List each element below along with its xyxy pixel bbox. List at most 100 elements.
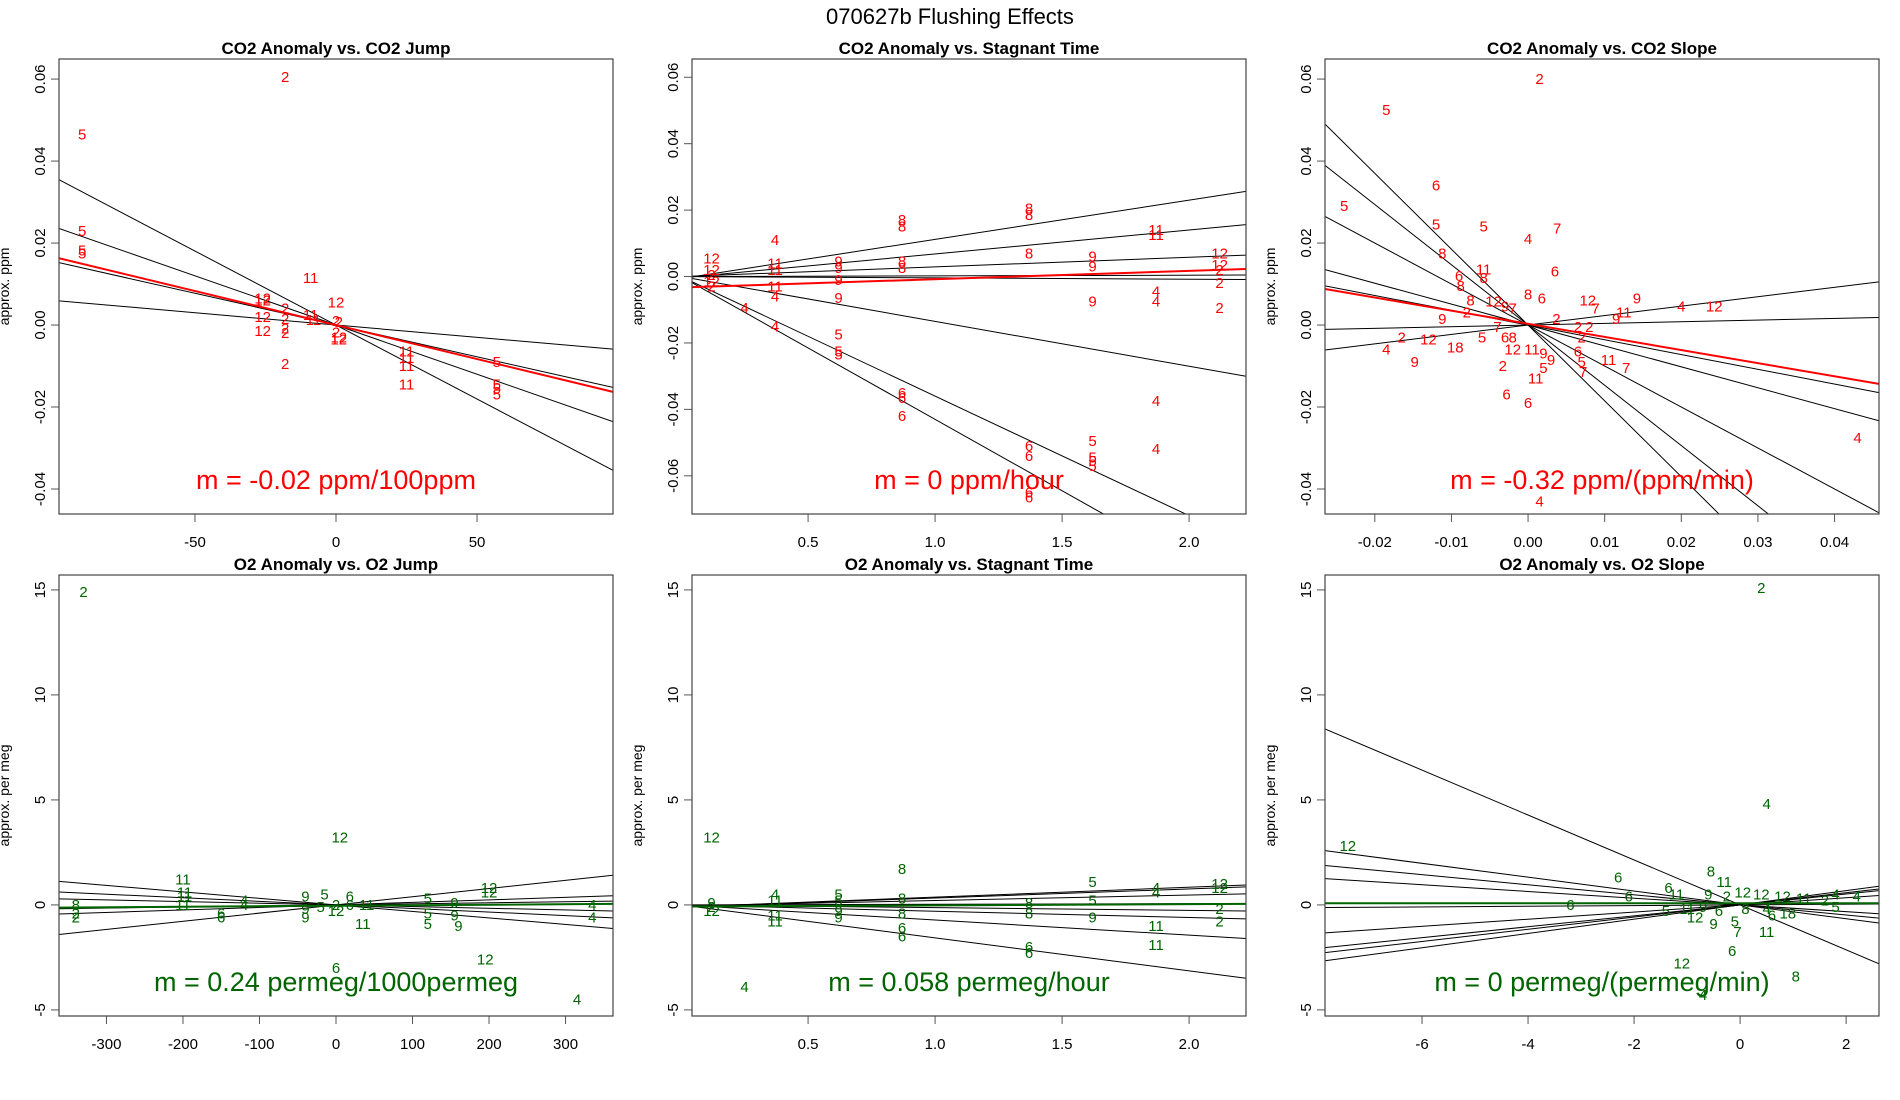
panel-title: O2 Anomaly vs. Stagnant Time xyxy=(845,555,1093,574)
data-point: 6 xyxy=(1551,264,1559,281)
y-tick-label: 0.04 xyxy=(665,129,682,158)
panel-o2-jump: O2 Anomaly vs. O2 Jump approx. per meg -5 0… xyxy=(0,555,614,1053)
plot-area: 2555511121212212211112221222121221111111… xyxy=(59,69,613,471)
y-tick-label: 0.02 xyxy=(32,228,49,257)
data-point: 2 xyxy=(79,584,87,601)
data-point: 5 xyxy=(1478,329,1486,346)
data-point: 4 xyxy=(1699,987,1707,1004)
data-point: 4 xyxy=(771,318,779,335)
plot-area: 1212212241111114449999555888866688866669… xyxy=(692,190,1246,514)
data-point: 5 xyxy=(1088,450,1096,467)
panel-co2-slope: CO2 Anomaly vs. CO2 Slope approx. ppm -0.0… xyxy=(1262,39,1880,551)
y-tick-label: 0.04 xyxy=(32,146,49,175)
x-tick-label: 100 xyxy=(400,1036,425,1053)
data-point: 6 xyxy=(1566,897,1574,914)
y-tick-label: 0 xyxy=(665,901,682,909)
data-point: 9 xyxy=(1547,352,1555,369)
data-point: 5 xyxy=(1382,102,1390,119)
data-point: 18 xyxy=(1779,905,1796,922)
y-tick-label: 15 xyxy=(1298,582,1315,599)
data-point: 5 xyxy=(320,886,328,903)
data-point: 2 xyxy=(1535,71,1543,88)
data-point: 9 xyxy=(1410,354,1418,371)
data-point: 12 xyxy=(703,830,720,847)
data-point: 9 xyxy=(1088,249,1096,266)
data-point: 6 xyxy=(1715,903,1723,920)
fit-line xyxy=(1325,885,1879,962)
data-point: 12 xyxy=(481,884,498,901)
data-point: 4 xyxy=(740,979,748,996)
data-point: 12 xyxy=(1734,884,1751,901)
data-point: 6 xyxy=(1025,945,1033,962)
y-tick-label: -0.02 xyxy=(1298,390,1315,424)
data-point: 9 xyxy=(1088,910,1096,927)
fit-line xyxy=(692,254,1246,277)
data-point: 6 xyxy=(1574,344,1582,361)
data-point: 11 xyxy=(1148,227,1164,244)
x-tick-label: 2.0 xyxy=(1179,1036,1200,1053)
y-tick-label: 0 xyxy=(32,901,49,909)
data-point: 11 xyxy=(767,914,783,931)
panel-title: CO2 Anomaly vs. CO2 Slope xyxy=(1487,39,1717,58)
data-point: 9 xyxy=(834,910,842,927)
data-point: 4 xyxy=(1382,342,1390,359)
x-tick-label: -4 xyxy=(1521,1036,1534,1053)
data-point: 12 xyxy=(254,323,271,340)
data-point: 8 xyxy=(1524,286,1532,303)
data-point: 6 xyxy=(1538,290,1546,307)
plot-frame xyxy=(58,574,614,1017)
data-point: 8 xyxy=(898,219,906,236)
data-point: 9 xyxy=(301,901,309,918)
plot-frame xyxy=(1324,58,1880,515)
y-tick-label: 0.02 xyxy=(665,196,682,225)
data-point: 6 xyxy=(898,408,906,425)
data-point: 9 xyxy=(1704,886,1712,903)
data-point: 4 xyxy=(1152,283,1160,300)
data-point: 12 xyxy=(1211,245,1228,262)
data-point: 4 xyxy=(771,232,779,249)
data-point: 2 xyxy=(1585,319,1593,336)
data-point: 5 xyxy=(424,916,432,933)
data-point: 2 xyxy=(72,905,80,922)
overall-fit-line xyxy=(59,902,613,909)
x-tick-label: -2 xyxy=(1627,1036,1640,1053)
data-point: 11 xyxy=(1759,924,1775,941)
x-tick-label: 50 xyxy=(469,534,486,551)
data-point: 9 xyxy=(1699,899,1707,916)
data-point: 9 xyxy=(454,918,462,935)
data-point: 8 xyxy=(1025,245,1033,262)
slope-annotation: m = 0 ppm/hour xyxy=(874,465,1064,495)
data-point: 12 xyxy=(1504,342,1521,359)
y-axis-label: approx. ppm xyxy=(1262,248,1278,326)
data-point: 6 xyxy=(1768,907,1776,924)
data-point: 4 xyxy=(1152,441,1160,458)
data-point: 2 xyxy=(1574,319,1582,336)
data-point: 8 xyxy=(1025,200,1033,217)
x-tick-label: -100 xyxy=(244,1036,274,1053)
fit-line xyxy=(1325,215,1879,514)
y-tick-label: 0.06 xyxy=(1298,64,1315,93)
fit-line xyxy=(1325,890,1879,949)
y-tick-label: 0.00 xyxy=(32,310,49,339)
data-point: 2 xyxy=(281,311,289,328)
data-point: 11 xyxy=(399,350,415,367)
data-point: 5 xyxy=(317,899,325,916)
fit-line xyxy=(1325,864,1879,919)
data-point: 5 xyxy=(834,343,842,360)
fit-line xyxy=(1325,878,1879,915)
y-tick-label: 0.00 xyxy=(665,262,682,291)
data-point: 5 xyxy=(1539,360,1547,377)
data-point: 9 xyxy=(834,272,842,289)
data-point: 5 xyxy=(1662,903,1670,920)
data-point: 12 xyxy=(330,331,347,348)
data-point: 8 xyxy=(1792,968,1800,985)
data-point: 8 xyxy=(898,260,906,277)
data-point: 9 xyxy=(1088,293,1096,310)
data-point: 9 xyxy=(834,254,842,271)
plot-area: 2565557481186688681297127941211922229721… xyxy=(1325,71,1879,514)
x-tick-label: 200 xyxy=(477,1036,502,1053)
data-point: 12 xyxy=(481,880,498,897)
data-point: 11 xyxy=(767,279,783,296)
panel-title: CO2 Anomaly vs. CO2 Jump xyxy=(222,39,451,58)
data-point: 2 xyxy=(1499,358,1507,375)
